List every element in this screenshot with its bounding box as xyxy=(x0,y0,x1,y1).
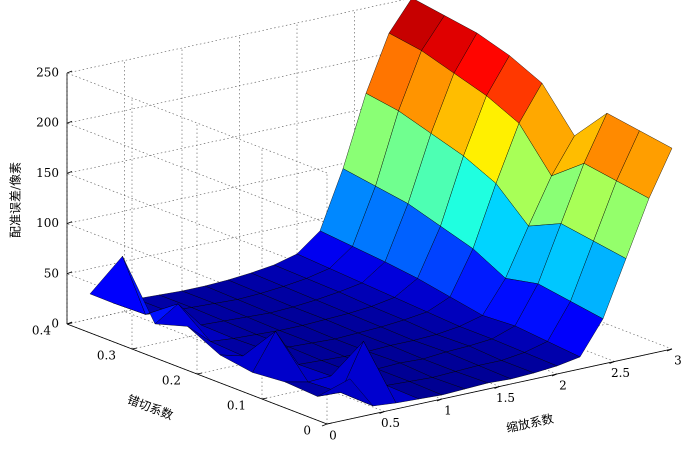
grid-line xyxy=(66,223,328,324)
tick-mark xyxy=(66,171,73,174)
x-tick-label: 2 xyxy=(559,379,567,393)
surface xyxy=(89,0,673,407)
tick-mark xyxy=(436,398,443,402)
tick-mark xyxy=(66,221,73,224)
grid-line xyxy=(66,98,413,174)
tick-mark xyxy=(379,411,385,414)
grid-line xyxy=(66,122,328,224)
grid-line xyxy=(66,173,328,274)
y-axis-label: 错切系数 xyxy=(125,391,175,422)
tick-mark xyxy=(551,373,558,377)
tick-mark xyxy=(609,361,615,364)
y-tick-label: 0.3 xyxy=(97,349,116,363)
z-tick-label: 50 xyxy=(44,266,59,280)
surface-patch xyxy=(317,378,374,407)
z-tick-label: 100 xyxy=(36,216,59,230)
tick-mark xyxy=(131,347,138,350)
y-tick-label: 0.1 xyxy=(227,399,246,413)
grid-line xyxy=(124,311,385,412)
tick-mark xyxy=(66,271,73,275)
x-tick-label: 3 xyxy=(674,354,682,368)
tick-mark xyxy=(66,322,73,325)
z-tick-label: 150 xyxy=(36,166,59,180)
x-axis-label: 缩放系数 xyxy=(505,411,555,436)
tick-mark xyxy=(196,372,203,375)
y-tick-label: 0.2 xyxy=(162,374,181,388)
x-tick-label: 1.5 xyxy=(496,391,515,405)
y-tick-label: 0 xyxy=(303,424,311,438)
grid-line xyxy=(66,198,413,275)
tick-mark xyxy=(321,423,328,427)
z-axis-label: 配准误差/像素 xyxy=(9,162,23,238)
z-tick-label: 0 xyxy=(51,317,59,331)
tick-mark xyxy=(261,397,268,400)
x-tick-label: 0 xyxy=(329,429,337,443)
grid-line xyxy=(66,72,328,174)
grid-line xyxy=(66,0,405,74)
tick-mark xyxy=(66,120,73,124)
tick-mark xyxy=(66,70,73,74)
tick-mark xyxy=(326,422,333,425)
y-tick-label: 0.4 xyxy=(32,324,51,338)
z-tick-label: 250 xyxy=(36,66,59,80)
tick-mark xyxy=(494,386,500,389)
x-tick-label: 0.5 xyxy=(381,416,400,430)
surface-patch xyxy=(89,255,146,315)
x-tick-label: 1 xyxy=(444,404,452,418)
z-tick-label: 200 xyxy=(36,116,59,130)
x-tick-label: 2.5 xyxy=(611,366,630,380)
tick-mark xyxy=(666,348,673,352)
